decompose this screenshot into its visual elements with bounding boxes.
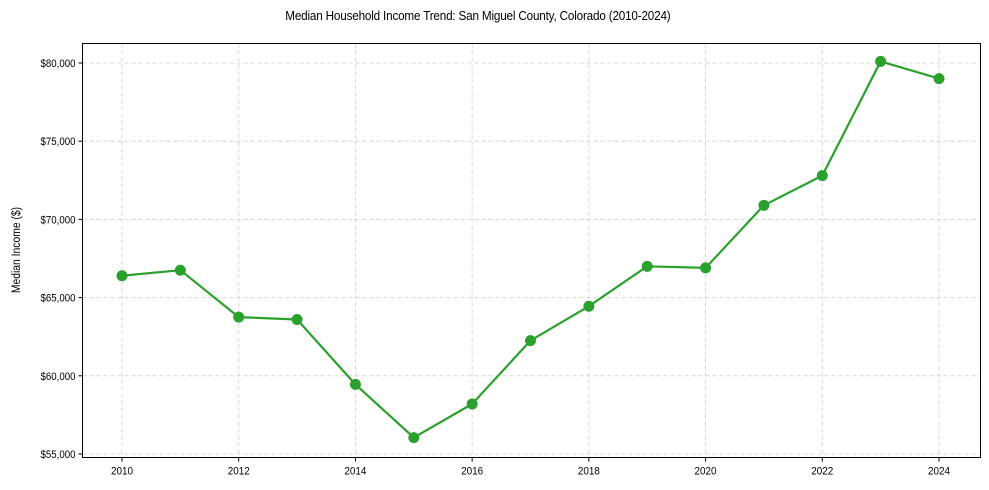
data-point-marker	[933, 73, 945, 85]
data-series	[116, 55, 945, 444]
data-point-marker	[291, 313, 303, 325]
x-tick-label: 2018	[578, 466, 600, 478]
series-line	[121, 60, 940, 439]
data-point-marker	[408, 432, 420, 444]
data-point-marker	[700, 262, 712, 274]
x-tick-label: 2012	[228, 466, 250, 478]
x-tick-label: 2016	[461, 466, 483, 478]
data-point-marker	[116, 270, 128, 282]
data-point-marker	[583, 300, 595, 312]
x-tick-label: 2022	[811, 466, 833, 478]
chart-title: Median Household Income Trend: San Migue…	[285, 8, 671, 23]
y-tick-label: $80,000	[41, 59, 76, 71]
y-tick-label: $75,000	[41, 137, 76, 149]
data-point-marker	[641, 260, 653, 272]
data-point-marker	[875, 55, 887, 67]
y-axis-label: Median Income ($)	[11, 207, 24, 293]
data-point-marker	[816, 170, 828, 182]
grid-lines	[82, 43, 981, 458]
axis-ticks: 2010 2012 2014 2016 2018 2020 2022 2024 $55,000 $…	[41, 59, 951, 478]
y-tick-label: $55,000	[41, 450, 76, 462]
x-tick-label: 2010	[111, 466, 133, 478]
x-tick-label: 2024	[928, 466, 950, 478]
y-tick-label: $60,000	[41, 371, 76, 383]
data-point-marker	[174, 264, 186, 276]
data-point-marker	[233, 311, 245, 323]
x-tick-label: 2020	[695, 466, 717, 478]
y-tick-label: $70,000	[41, 215, 76, 227]
data-point-marker	[466, 398, 478, 410]
data-point-marker	[349, 378, 361, 390]
x-tick-label: 2014	[344, 466, 366, 478]
axes-frame	[82, 43, 981, 458]
y-tick-label: $65,000	[41, 293, 76, 305]
data-point-marker	[525, 335, 536, 347]
data-point-marker	[758, 199, 770, 211]
